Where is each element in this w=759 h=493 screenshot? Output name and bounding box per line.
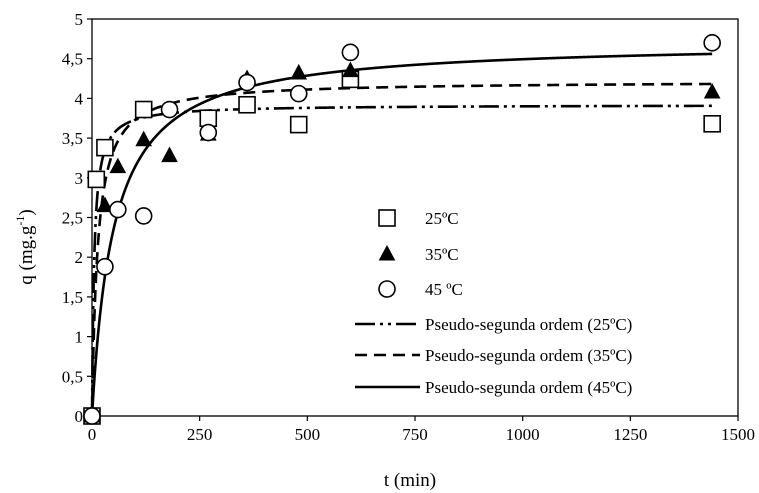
data-point-series-3 <box>83 407 101 425</box>
x-tick-label: 750 <box>402 425 428 444</box>
data-point-series-3 <box>289 84 308 103</box>
data-markers <box>83 34 721 425</box>
y-tick-label: 3 <box>75 169 84 188</box>
data-point-series-3 <box>341 43 360 62</box>
legend: 25ºC 35ºC 45 ºC Pseudo-segunda ordem (25ºC)… <box>355 209 632 397</box>
x-tick-label: 250 <box>187 425 213 444</box>
y-tick-label: 0 <box>75 407 84 426</box>
data-point-series-1 <box>87 170 106 189</box>
fit-curves <box>90 52 713 417</box>
y-axis-title-main: q (mg.g <box>16 225 37 285</box>
data-point-series-2 <box>342 61 359 78</box>
legend-marker-series-2 <box>378 244 396 261</box>
fit-curve-3 <box>90 52 713 417</box>
legend-label-fit-3: Pseudo-segunda ordem (45ºC) <box>425 378 632 397</box>
chart-axes: 0 0,5 1 1,5 2 2,5 3 3,5 4 4,5 5 0 250 500 750 1000 1250 1… <box>62 10 755 444</box>
data-point-series-3 <box>109 200 127 219</box>
y-axis-title-close: ) <box>16 209 37 215</box>
data-point-series-3 <box>199 123 218 142</box>
data-point-series-3 <box>703 34 721 52</box>
data-point-series-3 <box>160 100 179 119</box>
y-tick-label: 1,5 <box>62 288 83 307</box>
legend-marker-series-3 <box>378 280 396 298</box>
data-point-series-2 <box>135 130 153 147</box>
data-point-series-2 <box>109 157 127 174</box>
legend-label-series-3: 45 ºC <box>425 280 463 299</box>
data-point-series-2 <box>161 146 178 163</box>
legend-label-series-2: 35ºC <box>425 245 459 264</box>
data-point-series-1 <box>289 115 308 134</box>
x-tick-label: 1500 <box>721 425 755 444</box>
y-axis-title: q (mg.g-1) <box>13 209 37 284</box>
y-tick-label: 3,5 <box>62 129 83 148</box>
legend-label-fit-1: Pseudo-segunda ordem (25ºC) <box>425 315 632 334</box>
y-tick-label: 2,5 <box>62 209 83 228</box>
legend-label-series-1: 25ºC <box>425 209 459 228</box>
data-point-series-3 <box>96 257 114 276</box>
legend-label-fit-2: Pseudo-segunda ordem (35ºC) <box>425 346 632 365</box>
data-point-series-1 <box>238 95 256 114</box>
data-point-series-2 <box>703 82 721 99</box>
data-point-series-3 <box>134 207 153 225</box>
plot-area-frame <box>91 18 739 417</box>
fit-curve-1 <box>90 104 713 417</box>
data-point-series-2 <box>96 196 114 213</box>
y-axis-title-superscript: -1 <box>13 216 27 226</box>
x-tick-label: 1250 <box>613 425 647 444</box>
y-tick-label: 5 <box>75 10 84 29</box>
x-tick-label: 0 <box>88 425 97 444</box>
y-tick-label: 4 <box>75 89 84 108</box>
legend-marker-series-1 <box>378 209 396 227</box>
data-point-series-2 <box>290 63 308 80</box>
x-axis-title: t (min) <box>384 470 436 491</box>
x-tick-label: 1000 <box>506 425 540 444</box>
y-tick-label: 4,5 <box>62 50 83 69</box>
fit-curve-2 <box>90 82 713 417</box>
data-point-series-3 <box>238 73 256 92</box>
data-point-series-1 <box>134 100 153 119</box>
data-point-series-1 <box>703 115 721 133</box>
y-tick-label: 2 <box>75 248 84 267</box>
y-tick-label: 1 <box>75 328 84 347</box>
data-point-series-1 <box>96 138 114 157</box>
x-tick-label: 500 <box>295 425 321 444</box>
y-tick-label: 0,5 <box>62 367 83 386</box>
